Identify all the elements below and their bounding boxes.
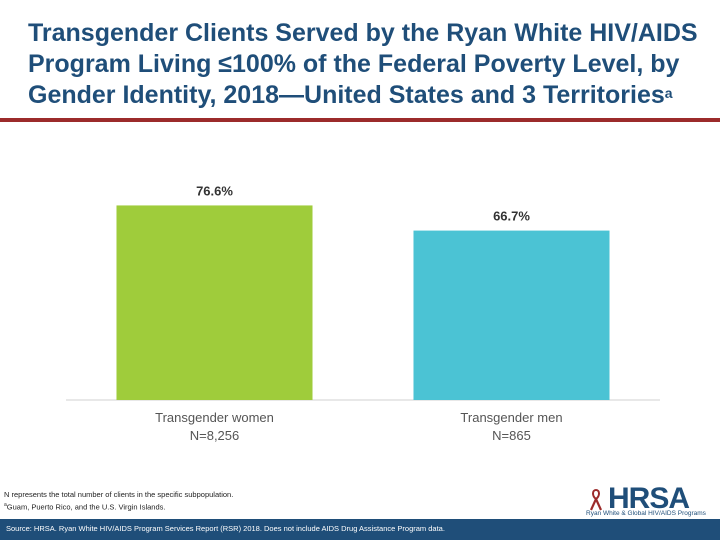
category-n-1: N=865 bbox=[492, 428, 531, 443]
category-label-1: Transgender men bbox=[460, 410, 562, 425]
footnote-a-text: Guam, Puerto Rico, and the U.S. Virgin I… bbox=[6, 502, 166, 512]
ribbon-icon bbox=[589, 488, 603, 511]
title-superscript: a bbox=[664, 85, 673, 101]
footnote-a: aGuam, Puerto Rico, and the U.S. Virgin … bbox=[4, 500, 564, 513]
data-label-0: 76.6% bbox=[196, 183, 233, 198]
title-text: Transgender Clients Served by the Ryan W… bbox=[28, 19, 698, 109]
bar-1 bbox=[413, 230, 610, 400]
data-label-1: 66.7% bbox=[493, 209, 530, 224]
title-divider bbox=[0, 118, 720, 122]
page-title: Transgender Clients Served by the Ryan W… bbox=[28, 18, 708, 111]
footnote-a-marker: a bbox=[4, 502, 7, 508]
bar-chart: 76.6% Transgender women N=8,256 66.7% Transg… bbox=[66, 183, 660, 443]
logo-subtitle: Ryan White & Global HIV/AIDS Programs bbox=[586, 510, 706, 517]
footnotes: N represents the total number of clients… bbox=[4, 490, 564, 513]
footnote-n: N represents the total number of clients… bbox=[4, 490, 234, 499]
source-bar: Source: HRSA. Ryan White HIV/AIDS Progra… bbox=[0, 519, 720, 540]
source-text: Source: HRSA. Ryan White HIV/AIDS Progra… bbox=[6, 524, 445, 533]
hrsa-logo: HRSA Ryan White & Global HIV/AIDS Progra… bbox=[582, 482, 716, 520]
category-n-0: N=8,256 bbox=[190, 428, 240, 443]
bar-0 bbox=[116, 205, 313, 400]
category-label-0: Transgender women bbox=[155, 410, 274, 425]
logo-text: HRSA bbox=[608, 482, 690, 515]
